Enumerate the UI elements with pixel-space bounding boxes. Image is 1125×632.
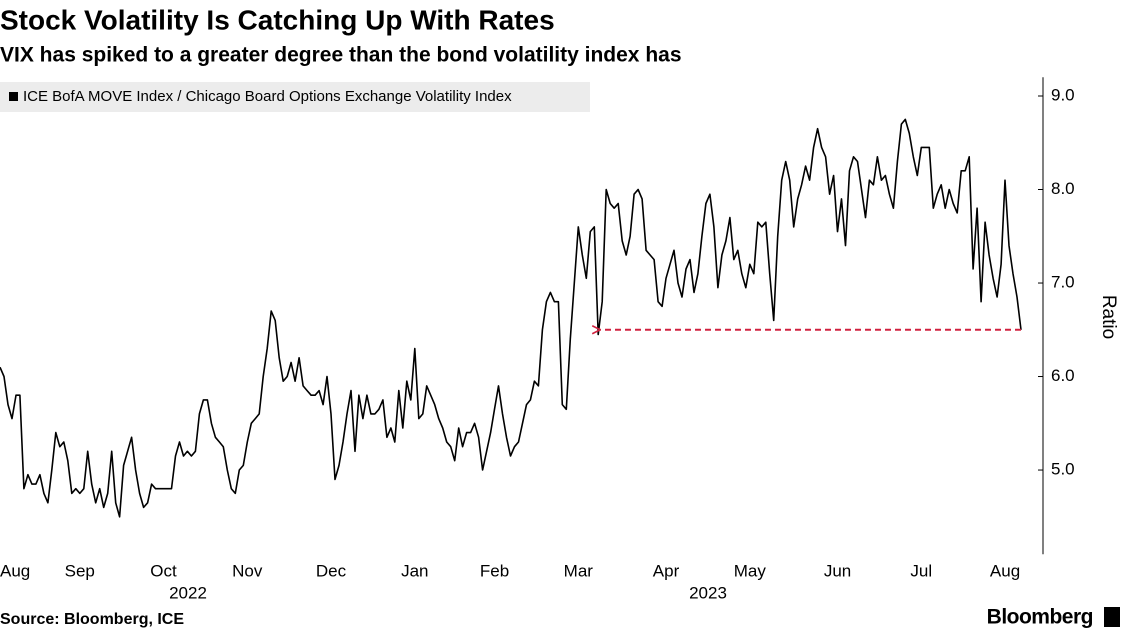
x-tick-label: Oct	[150, 561, 177, 580]
legend-swatch	[9, 92, 18, 101]
x-tick-label: Jan	[401, 561, 428, 580]
y-tick-label: 8.0	[1051, 179, 1075, 198]
y-tick-label: 7.0	[1051, 273, 1075, 292]
chart-subtitle: VIX has spiked to a greater degree than …	[0, 44, 682, 67]
year-label: 2022	[169, 583, 207, 602]
x-tick-label: Apr	[653, 561, 680, 580]
y-axis-label: Ratio	[1098, 295, 1119, 339]
x-tick-label: Aug	[0, 561, 30, 580]
x-tick-label: Dec	[316, 561, 347, 580]
x-tick-label: Sep	[65, 561, 95, 580]
x-tick-label: Feb	[480, 561, 509, 580]
x-tick-label: Aug	[990, 561, 1020, 580]
y-tick-label: 9.0	[1051, 85, 1075, 104]
brand-icon	[1104, 607, 1120, 627]
x-tick-label: Jun	[824, 561, 851, 580]
year-label: 2023	[689, 583, 727, 602]
x-tick-label: Mar	[564, 561, 594, 580]
chart-title: Stock Volatility Is Catching Up With Rat…	[0, 4, 555, 35]
y-tick-label: 5.0	[1051, 460, 1075, 479]
x-tick-label: Jul	[910, 561, 932, 580]
source: Source: Bloomberg, ICE	[0, 611, 184, 628]
x-tick-label: May	[734, 561, 767, 580]
legend-label: ICE BofA MOVE Index / Chicago Board Opti…	[23, 88, 512, 105]
legend-box	[0, 82, 590, 112]
brand: Bloomberg	[987, 606, 1093, 629]
y-tick-label: 6.0	[1051, 366, 1075, 385]
series-line	[0, 118, 1022, 518]
x-tick-label: Nov	[232, 561, 263, 580]
